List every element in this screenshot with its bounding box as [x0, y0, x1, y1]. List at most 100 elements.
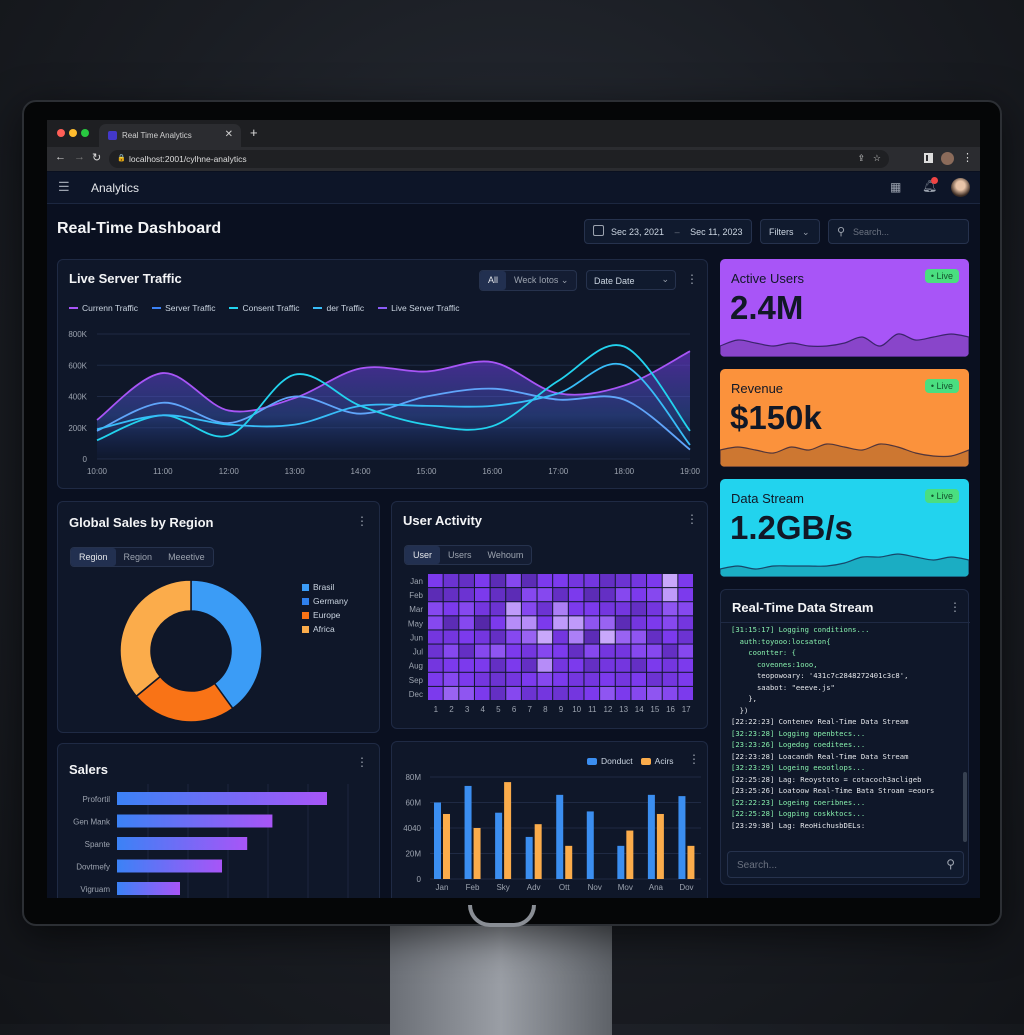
heatmap-cell[interactable]: [553, 658, 568, 672]
heatmap-cell[interactable]: [647, 574, 662, 588]
bar[interactable]: [117, 859, 222, 873]
heatmap-cell[interactable]: [615, 588, 631, 602]
date-select[interactable]: Date Date ⌄: [586, 270, 676, 290]
heatmap-cell[interactable]: [553, 686, 568, 700]
heatmap-cell[interactable]: [474, 644, 490, 658]
heatmap-cell[interactable]: [615, 672, 631, 686]
heatmap-cell[interactable]: [568, 644, 584, 658]
bar-acirs[interactable]: [504, 782, 512, 879]
heatmap-cell[interactable]: [631, 616, 647, 630]
heatmap-cell[interactable]: [428, 658, 443, 672]
donut-slice-brasil[interactable]: [190, 579, 263, 710]
heatmap-cell[interactable]: [537, 574, 553, 588]
heatmap-cell[interactable]: [428, 630, 443, 644]
tab-user[interactable]: User: [405, 546, 441, 564]
heatmap-cell[interactable]: [678, 658, 693, 672]
heatmap-cell[interactable]: [537, 686, 553, 700]
heatmap-cell[interactable]: [443, 574, 459, 588]
sidebar-toggle-icon[interactable]: [924, 153, 933, 163]
heatmap-cell[interactable]: [537, 644, 553, 658]
tab-region[interactable]: Region: [71, 548, 116, 566]
heatmap-cell[interactable]: [600, 630, 615, 644]
heatmap-cell[interactable]: [553, 672, 568, 686]
heatmap-cell[interactable]: [647, 616, 662, 630]
heatmap-cell[interactable]: [647, 602, 662, 616]
heatmap-cell[interactable]: [584, 672, 600, 686]
heatmap-cell[interactable]: [521, 686, 537, 700]
heatmap-cell[interactable]: [678, 672, 693, 686]
heatmap-cell[interactable]: [428, 686, 443, 700]
maximize-window-button[interactable]: [81, 129, 89, 137]
heatmap-cell[interactable]: [647, 672, 662, 686]
tab-users[interactable]: Users: [448, 550, 472, 560]
heatmap-cell[interactable]: [600, 588, 615, 602]
heatmap-cell[interactable]: [490, 672, 506, 686]
heatmap-cell[interactable]: [459, 588, 474, 602]
heatmap-cell[interactable]: [584, 588, 600, 602]
heatmap-cell[interactable]: [568, 630, 584, 644]
kpi-card-active-users[interactable]: Active Users 2.4M • Live: [720, 259, 969, 357]
heatmap-cell[interactable]: [568, 602, 584, 616]
heatmap-cell[interactable]: [600, 658, 615, 672]
heatmap-cell[interactable]: [678, 686, 693, 700]
heatmap-cell[interactable]: [662, 574, 678, 588]
heatmap-cell[interactable]: [568, 574, 584, 588]
heatmap-cell[interactable]: [537, 588, 553, 602]
heatmap-cell[interactable]: [568, 686, 584, 700]
heatmap-cell[interactable]: [521, 630, 537, 644]
heatmap-cell[interactable]: [443, 588, 459, 602]
heatmap-cell[interactable]: [553, 602, 568, 616]
kpi-card-revenue[interactable]: Revenue $150k • Live: [720, 369, 969, 467]
bar-acirs[interactable]: [687, 845, 695, 879]
heatmap-cell[interactable]: [490, 616, 506, 630]
bar[interactable]: [117, 837, 248, 850]
heatmap-cell[interactable]: [490, 574, 506, 588]
heatmap-cell[interactable]: [490, 686, 506, 700]
heatmap-cell[interactable]: [678, 588, 693, 602]
heatmap-cell[interactable]: [506, 588, 521, 602]
heatmap-cell[interactable]: [553, 588, 568, 602]
heatmap-cell[interactable]: [443, 672, 459, 686]
heatmap-cell[interactable]: [428, 616, 443, 630]
heatmap-cell[interactable]: [506, 602, 521, 616]
heatmap-cell[interactable]: [521, 588, 537, 602]
heatmap-cell[interactable]: [584, 602, 600, 616]
bar-acirs[interactable]: [534, 824, 542, 879]
heatmap-cell[interactable]: [600, 686, 615, 700]
heatmap-cell[interactable]: [584, 686, 600, 700]
heatmap-cell[interactable]: [459, 574, 474, 588]
heatmap-cell[interactable]: [662, 616, 678, 630]
heatmap-cell[interactable]: [474, 588, 490, 602]
heatmap-cell[interactable]: [474, 672, 490, 686]
heatmap-cell[interactable]: [584, 644, 600, 658]
heatmap-cell[interactable]: [474, 630, 490, 644]
heatmap-cell[interactable]: [631, 658, 647, 672]
browser-menu-icon[interactable]: ⋮: [962, 152, 973, 164]
url-input[interactable]: 🔒 localhost:2001/cylhne-analytics ⇪ ☆: [109, 150, 889, 168]
heatmap-cell[interactable]: [521, 616, 537, 630]
stream-search-input[interactable]: Search... ⚲: [727, 851, 964, 878]
tab-meeetive[interactable]: Meeetive: [168, 552, 205, 562]
bar-acirs[interactable]: [473, 828, 481, 879]
heatmap-cell[interactable]: [506, 672, 521, 686]
heatmap-cell[interactable]: [615, 658, 631, 672]
heatmap-cell[interactable]: [631, 644, 647, 658]
heatmap-cell[interactable]: [521, 602, 537, 616]
heatmap-cell[interactable]: [506, 644, 521, 658]
bar-donduct[interactable]: [617, 845, 625, 879]
heatmap-cell[interactable]: [506, 616, 521, 630]
heatmap-cell[interactable]: [584, 630, 600, 644]
heatmap-cell[interactable]: [647, 588, 662, 602]
heatmap-cell[interactable]: [631, 630, 647, 644]
donut-slice-africa[interactable]: [119, 579, 192, 698]
heatmap-cell[interactable]: [568, 672, 584, 686]
new-tab-icon[interactable]: +: [250, 125, 258, 140]
more-options-icon[interactable]: ⋮: [356, 514, 368, 528]
heatmap-cell[interactable]: [537, 602, 553, 616]
heatmap-cell[interactable]: [631, 686, 647, 700]
heatmap-cell[interactable]: [615, 686, 631, 700]
bar-acirs[interactable]: [656, 813, 664, 879]
heatmap-cell[interactable]: [631, 672, 647, 686]
bar[interactable]: [117, 882, 180, 895]
date-range-picker[interactable]: Sec 23, 2021 – Sec 11, 2023: [584, 219, 752, 244]
